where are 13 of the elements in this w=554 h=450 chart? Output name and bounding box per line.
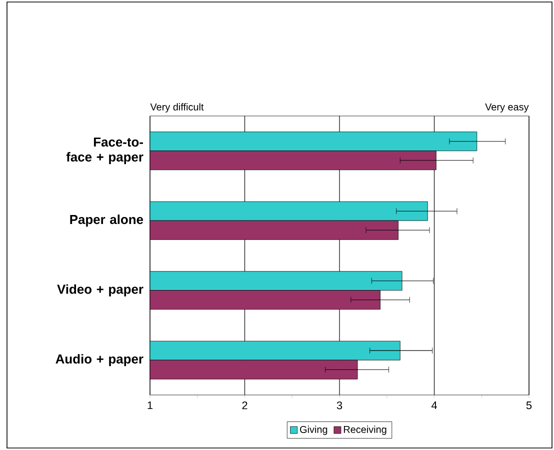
y-tick-label: Face-to-face + paper bbox=[66, 138, 144, 164]
text: Very easy bbox=[485, 104, 529, 112]
x-tick-label: 4 bbox=[431, 402, 437, 410]
y-tick-label: Paper alone bbox=[70, 214, 144, 227]
x-tick-label: 2 bbox=[242, 402, 248, 410]
y-tick-label: Audio + paper bbox=[56, 354, 144, 366]
x-tick-label: 3 bbox=[336, 402, 342, 410]
x-tick-label: 1 bbox=[148, 402, 153, 410]
legend-label: Giving bbox=[300, 426, 328, 435]
text: Very difficult bbox=[150, 103, 204, 112]
y-tick-label: Video + paper bbox=[57, 284, 144, 296]
x-tick-label: 5 bbox=[526, 402, 532, 410]
legend-label: Receiving bbox=[344, 426, 386, 435]
